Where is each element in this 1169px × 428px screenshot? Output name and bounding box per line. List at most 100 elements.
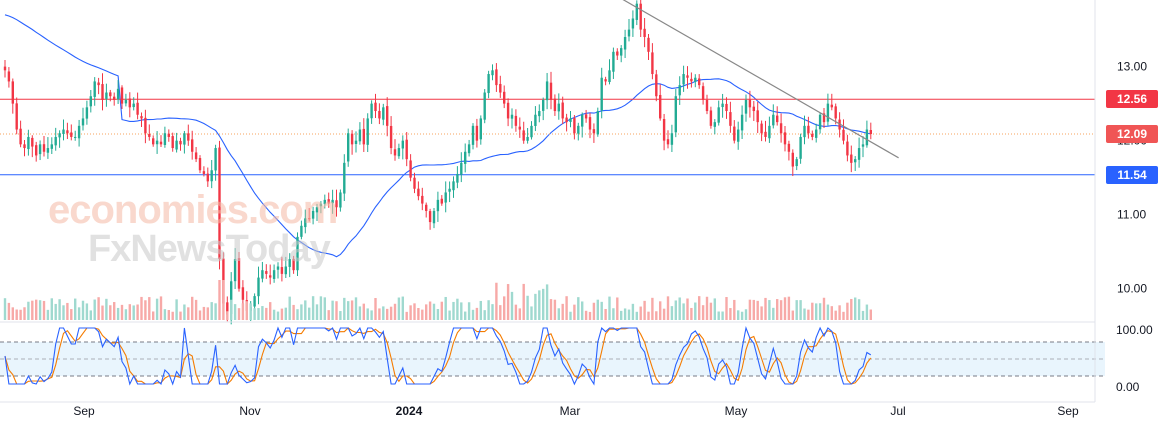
candle-body: [854, 159, 857, 163]
volume-bar: [581, 301, 584, 320]
volume-bar: [46, 309, 50, 320]
candle-body: [113, 96, 116, 100]
candle-body: [534, 114, 537, 126]
candle-body: [768, 125, 771, 139]
support-price-badge: 11.54: [1106, 165, 1158, 184]
candle-body: [514, 115, 518, 126]
candle-body: [651, 52, 654, 75]
time-tick-label: Jul: [890, 404, 905, 418]
candle-body: [834, 106, 837, 119]
volume-bar: [339, 311, 342, 320]
volume-bar: [77, 307, 81, 320]
volume-bar: [565, 296, 568, 320]
candle-body: [382, 107, 385, 120]
volume-bar: [187, 307, 190, 320]
volume-bar: [713, 298, 716, 320]
volume-bar: [659, 301, 662, 320]
volume-bar: [327, 310, 330, 320]
volume-bar: [514, 304, 518, 320]
candle-body: [397, 148, 401, 157]
candle-body: [163, 133, 167, 145]
volume-bar: [776, 299, 779, 320]
candle-body: [265, 271, 268, 274]
candle-body: [335, 200, 338, 208]
candle-body: [315, 207, 319, 213]
candle-body: [600, 77, 603, 111]
candle-body: [374, 102, 377, 112]
candle-body: [627, 29, 631, 37]
candle-body: [694, 77, 697, 82]
candle-body: [304, 218, 307, 228]
volume-bar: [413, 303, 416, 320]
volume-bar: [772, 307, 775, 320]
volume-bar: [253, 308, 256, 320]
candle-body: [830, 104, 833, 108]
volume-bar: [428, 301, 432, 320]
volume-bar: [70, 309, 73, 320]
volume-bar: [616, 297, 619, 320]
volume-bar: [124, 309, 128, 320]
candle-body: [31, 137, 34, 147]
candle-body: [81, 118, 85, 126]
volume-bar: [830, 306, 833, 320]
candle-body: [179, 140, 182, 145]
candle-body: [218, 147, 221, 260]
last-price-badge: 12.09: [1106, 124, 1158, 143]
candle-body: [42, 144, 46, 152]
candle-body: [705, 99, 709, 112]
volume-bar: [284, 307, 287, 320]
candle-body: [19, 128, 22, 145]
candle-body: [592, 129, 596, 134]
volume-bar: [744, 309, 748, 320]
candle-body: [7, 71, 11, 82]
volume-bar: [612, 308, 615, 320]
trendline: [622, 0, 899, 159]
candle-body: [77, 125, 81, 139]
candle-body: [811, 133, 814, 137]
volume-bar: [97, 297, 100, 320]
candle-body: [826, 103, 830, 122]
volume-bar: [171, 311, 174, 320]
volume-bar: [148, 297, 151, 320]
volume-bar: [378, 308, 381, 320]
volume-bar: [257, 308, 260, 320]
volume-bar: [499, 305, 502, 320]
candle-body: [132, 103, 135, 108]
volume-bar: [409, 305, 412, 320]
volume-bar: [226, 311, 229, 320]
candle-body: [167, 133, 170, 137]
volume-bar: [15, 309, 18, 320]
volume-bar: [783, 297, 787, 320]
candle-body: [659, 94, 662, 119]
volume-bar: [655, 311, 658, 320]
time-tick-label: Sep: [1057, 404, 1079, 418]
candle-body: [155, 140, 159, 145]
volume-bar: [643, 300, 646, 320]
candle-body: [350, 133, 354, 145]
candle-body: [366, 118, 369, 145]
volume-bar: [288, 296, 291, 320]
volume-bar: [167, 310, 170, 320]
candle-body: [678, 85, 681, 96]
volume-bar: [557, 308, 560, 320]
volume-bar: [370, 310, 373, 320]
volume-bar: [31, 300, 34, 320]
volume-bar: [584, 310, 588, 320]
candle-body: [526, 136, 529, 141]
candle-body: [272, 270, 276, 279]
candle-body: [343, 162, 346, 194]
candle-body: [74, 136, 77, 138]
candle-body: [713, 122, 716, 127]
candle-body: [233, 259, 237, 282]
candle-body: [701, 86, 705, 100]
candle-body: [85, 107, 89, 119]
volume-bar: [729, 308, 732, 320]
candle-body: [331, 199, 334, 204]
volume-bar: [319, 296, 323, 320]
stochastic-lines: [4, 325, 872, 386]
volume-bar: [331, 300, 334, 320]
candle-body: [682, 74, 685, 85]
candle-body: [573, 118, 576, 134]
candle-body: [288, 259, 291, 267]
volume-bar: [701, 305, 705, 320]
